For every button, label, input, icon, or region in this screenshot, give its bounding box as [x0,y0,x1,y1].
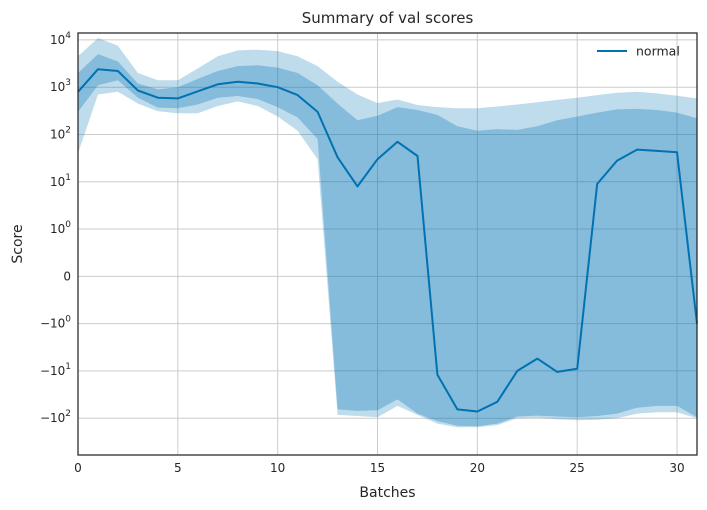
y-tick-base: −10 [40,317,65,331]
y-tick-label: 100 [50,220,71,236]
y-tick-base: 10 [50,175,65,189]
y-tick-label: −101 [40,362,71,378]
y-tick-exponent: 0 [65,315,71,325]
legend-label: normal [636,44,680,59]
x-axis-label: Batches [359,485,415,501]
y-tick-exponent: 4 [65,31,71,41]
plot-frame [77,32,698,456]
y-tick-exponent: 1 [65,173,71,183]
x-tick-label: 0 [74,461,82,475]
y-tick-label: 101 [50,173,71,189]
y-tick-base: −10 [40,411,65,425]
x-tick-label: 25 [570,461,585,475]
y-axis-label: Score [10,224,26,263]
y-tick-base: 10 [50,222,65,236]
y-tick-label: −102 [40,409,71,425]
legend: normal [597,44,680,59]
y-tick-exponent: 0 [65,220,71,230]
y-tick-exponent: 1 [65,362,71,372]
y-tick-base: 10 [50,33,65,47]
outer-band [78,38,697,428]
x-tick-label: 10 [270,461,285,475]
y-tick-base: 10 [50,127,65,141]
y-tick-exponent: 2 [65,409,71,419]
x-tick-label: 5 [174,461,182,475]
y-tick-base: −10 [40,364,65,378]
chart-title: Summary of val scores [302,9,474,27]
y-tick-label: 104 [50,31,71,47]
x-tick-label: 15 [370,461,385,475]
inner-band [78,54,697,427]
grid-lines [77,33,697,455]
confidence-bands [78,38,697,428]
x-tick-label: 20 [470,461,485,475]
y-tick-exponent: 2 [65,125,71,135]
y-tick-label: −100 [40,315,71,331]
x-tick-label: 30 [669,461,684,475]
series-lines [77,68,698,413]
y-tick-label: 0 [63,269,71,283]
y-tick-base: 0 [63,269,71,283]
y-tick-label: 103 [50,78,71,94]
y-tick-label: 102 [50,125,71,141]
series-line [77,68,698,413]
y-tick-exponent: 3 [65,78,71,88]
y-tick-base: 10 [50,80,65,94]
